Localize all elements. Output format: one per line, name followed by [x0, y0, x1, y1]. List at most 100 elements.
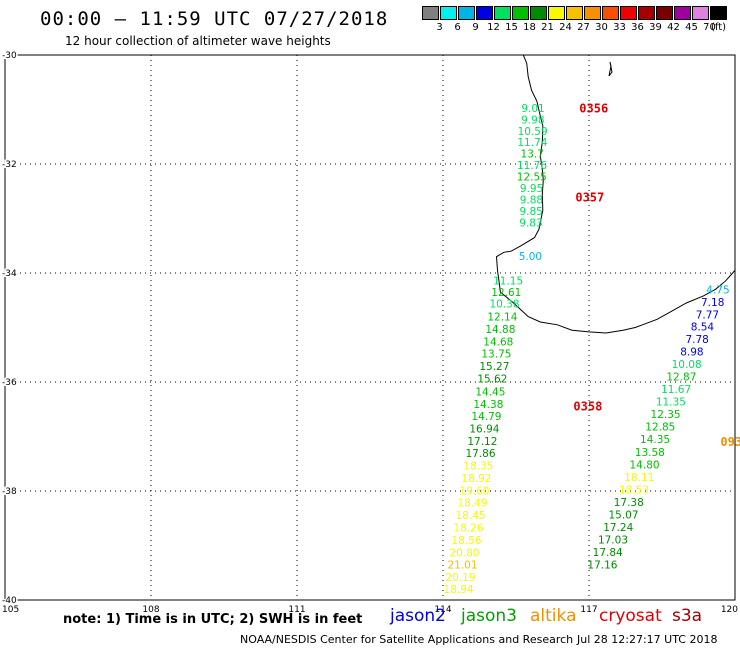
swh-value: 14.88	[485, 324, 515, 336]
swh-value: 18.53	[619, 484, 649, 496]
legend-tick-label: 15	[505, 22, 518, 33]
swh-value: 11.15	[493, 276, 523, 288]
swh-value: 9.88	[520, 194, 543, 206]
legend-swatch	[512, 6, 529, 20]
swh-value: 18.94	[444, 584, 474, 596]
island-outline	[608, 61, 613, 77]
swh-value: 12.87	[666, 372, 696, 384]
legend-swatch	[692, 6, 709, 20]
swh-value: 15.27	[479, 361, 509, 373]
footer-note: note: 1) Time is in UTC; 2) SWH is in fe…	[63, 612, 363, 627]
swh-value: 8.54	[691, 321, 715, 333]
swh-value: 17.12	[467, 436, 497, 448]
legend-tick-label: 12	[487, 22, 500, 33]
legend-swatch	[440, 6, 457, 20]
swh-value: 7.78	[685, 334, 708, 346]
swh-value: 14.38	[473, 399, 503, 411]
swh-value: 14.35	[640, 434, 670, 446]
swh-value: 7.77	[696, 309, 719, 321]
legend-swatch	[458, 6, 475, 20]
swh-value: 11.35	[656, 397, 686, 409]
legend-tick-label: 3	[436, 22, 443, 33]
legend-tick-label: 24	[559, 22, 572, 33]
longitude-label: 114	[434, 605, 451, 615]
map-frame	[4, 54, 736, 601]
swh-value: 18.49	[457, 497, 487, 509]
legend-swatch	[548, 6, 565, 20]
legend-tick-label: 45	[685, 22, 698, 33]
legend-swatch	[674, 6, 691, 20]
legend-unit: (ft)	[711, 22, 727, 33]
satellite-legend-item: altika	[530, 606, 577, 626]
swh-value: 4.75	[706, 284, 729, 296]
swh-value: 13.58	[635, 447, 665, 459]
legend-tick-label: 30	[595, 22, 608, 33]
satellite-legend-item: jason3	[461, 606, 517, 626]
legend-tick-label: 6	[454, 22, 461, 33]
pass-times: 0356 0357 0358 0938	[573, 101, 740, 449]
latitude-label: -40	[2, 596, 17, 606]
swh-value: 15.62	[477, 374, 507, 386]
swh-value: 18.26	[453, 523, 483, 535]
swh-values: 9.019.9810.5911.7413.711.7612.559.959.88…	[444, 103, 730, 596]
latitude-label: -38	[2, 487, 17, 497]
swh-value: 20.19	[445, 572, 475, 584]
chart-title: 00:00 – 11:59 UTC 07/27/2018	[40, 8, 389, 30]
swh-value: 20.80	[449, 548, 479, 560]
swh-value: 10.08	[672, 359, 702, 371]
legend-swatch	[584, 6, 601, 20]
swh-value: 18.45	[455, 510, 485, 522]
swh-value: 17.38	[614, 497, 644, 509]
swh-value: 13.75	[481, 349, 511, 361]
swh-value: 11.76	[517, 160, 547, 172]
swh-value: 9.95	[520, 183, 543, 195]
swh-value: 12.55	[517, 172, 547, 184]
legend-tick-label: 36	[631, 22, 644, 33]
swh-value: 12.14	[487, 312, 517, 324]
swh-value: 10.38	[489, 299, 519, 311]
swh-value: 9.85	[519, 206, 542, 218]
latitude-label: -36	[2, 378, 17, 388]
satellite-legend-item: s3a	[672, 606, 703, 626]
graticule	[5, 55, 735, 600]
swh-value: 21.01	[447, 560, 477, 572]
map-border	[4, 54, 736, 601]
legend-swatch	[620, 6, 637, 20]
swh-value: 17.03	[598, 535, 628, 547]
pass-time-label: 0938	[720, 435, 740, 449]
longitude-label: 108	[142, 605, 159, 615]
longitude-label: 120	[721, 605, 738, 615]
axis-labels: 105 108 111 114 117 120 -30 -32 -34 -36 -38 -40	[1, 50, 739, 616]
swh-value: 18.92	[461, 473, 491, 485]
pass-time-label: 0358	[573, 399, 602, 413]
legend-swatch	[566, 6, 583, 20]
legend-swatch	[530, 6, 547, 20]
swh-value: 18.56	[451, 535, 481, 547]
latitude-label: -34	[2, 269, 17, 279]
swh-value: 16.94	[469, 423, 499, 435]
swh-value: 14.80	[630, 459, 660, 471]
swh-value: 18.11	[624, 472, 654, 484]
satellite-legend-item: cryosat	[599, 606, 662, 626]
longitude-label: 105	[2, 605, 19, 615]
swh-value: 10.59	[518, 126, 548, 138]
swh-value: 17.16	[587, 560, 617, 572]
legend-swatch	[638, 6, 655, 20]
render-timestamp: Jul 28 12:27:17 UTC 2018	[577, 633, 718, 646]
legend-tick-label: 21	[541, 22, 554, 33]
swh-value: 12.61	[491, 287, 521, 299]
swh-value: 9.01	[521, 103, 544, 115]
credit-line: NOAA/NESDIS Center for Satellite Applica…	[240, 633, 574, 646]
coastline	[495, 54, 736, 334]
swh-value: 19.60	[459, 485, 489, 497]
swh-value: 14.45	[475, 386, 505, 398]
legend-swatch	[656, 6, 673, 20]
chart-subtitle: 12 hour collection of altimeter wave hei…	[65, 34, 331, 48]
latitude-label: -30	[2, 51, 17, 61]
swh-value: 18.35	[463, 460, 493, 472]
swh-value: 9.98	[521, 114, 544, 126]
swh-value: 12.35	[651, 409, 681, 421]
swh-value: 11.67	[661, 384, 691, 396]
legend-swatch	[710, 6, 727, 20]
legend-swatch	[476, 6, 493, 20]
